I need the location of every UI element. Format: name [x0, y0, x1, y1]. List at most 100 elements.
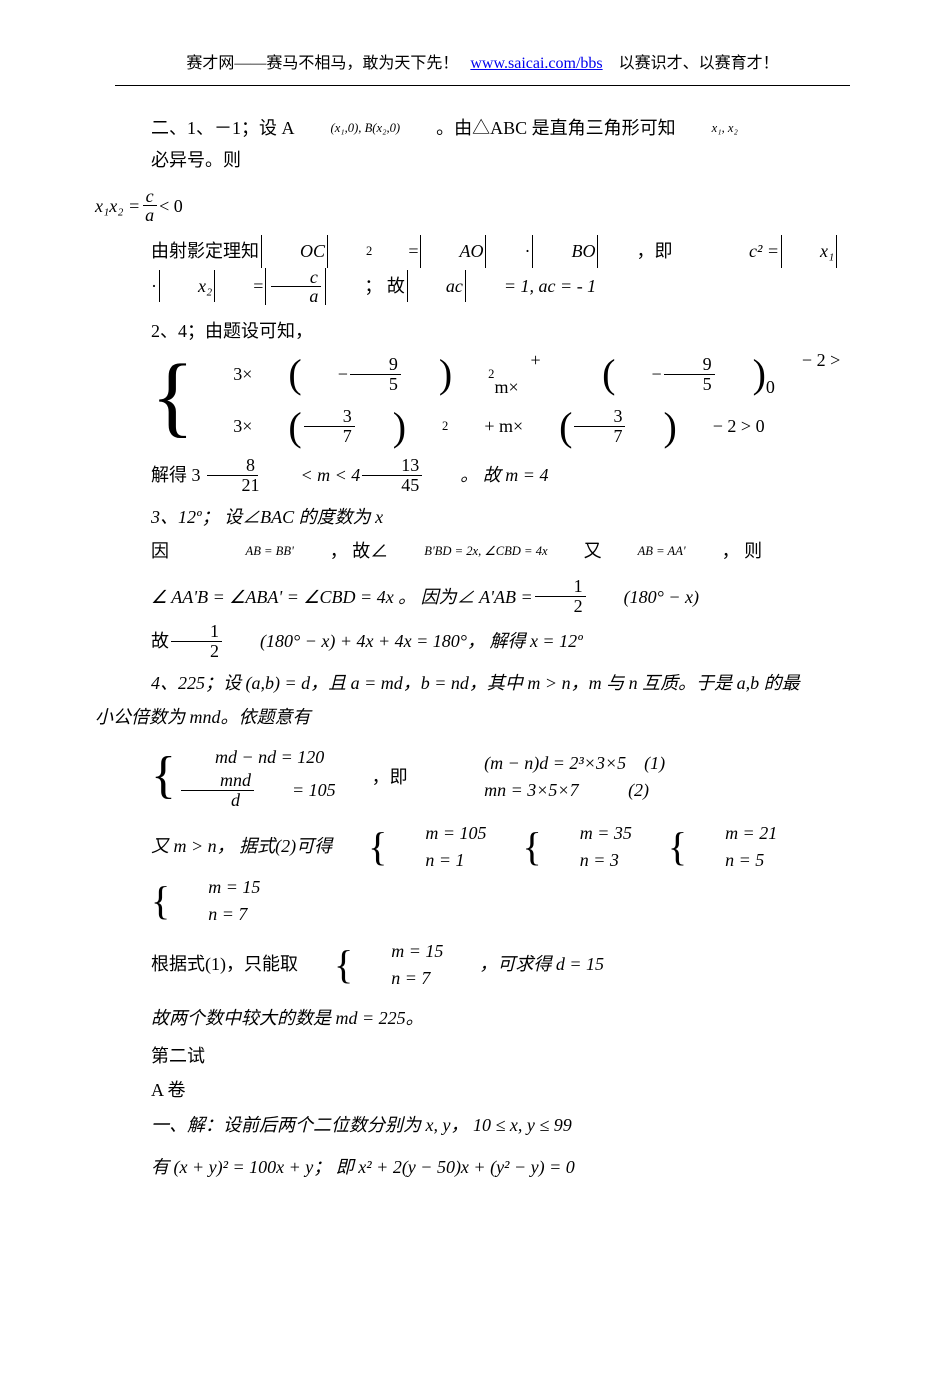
brace-icon: { [115, 356, 194, 437]
p10b: 小公倍数为 mnd。依题意有 [95, 701, 311, 733]
para-2: x₁x₂ = c a < 0 [95, 187, 850, 226]
p11comma: ，即 [336, 761, 408, 793]
p4r1a: 3× [197, 361, 252, 388]
p4r2d2: 7 [574, 427, 625, 446]
p3-oc: OC [264, 235, 325, 267]
brace-icon: { [115, 883, 170, 919]
p9n: 1 [171, 622, 222, 642]
p11eq2: mn = 3×5×7 (2) [448, 777, 665, 804]
p3-abs-x2: x₂ [157, 270, 217, 302]
p3-eq1: = [372, 235, 418, 267]
p9d: 2 [171, 642, 222, 661]
para-6: 3、12º； 设∠BAC 的度数为 x [115, 501, 850, 533]
p5f1d: 21 [203, 476, 263, 495]
p4-prefix: 2、4；由题设可知， [115, 315, 313, 347]
p3-abs-bo: BO [530, 235, 600, 267]
p14: 故两个数中较大的数是 md = 225。 [115, 1002, 424, 1034]
brace-icon: { [632, 829, 687, 865]
para-4: 2、4；由题设可知， { 3× (−95)2 + m× (−95) − 2 > … [115, 315, 850, 446]
p4r2n2: 3 [574, 407, 625, 427]
para-10b: 小公倍数为 mnd。依题意有 [95, 701, 850, 733]
p12a: 又 m > n， 据式(2)可得 [115, 830, 332, 862]
para-18: 有 (x + y)² = 100x + y； 即 x² + 2(y − 50)x… [115, 1151, 850, 1183]
p12s4r1: m = 15 [172, 874, 260, 901]
brace-icon: { [332, 829, 387, 865]
p2-den: a [142, 206, 157, 225]
header-link[interactable]: www.saicai.com/bbs [470, 55, 602, 72]
p3-dot: · [488, 235, 530, 267]
p13r2: n = 7 [355, 965, 443, 992]
p7a: 因 [115, 535, 169, 567]
p18a: 有 (x + y)² = 100x + y； 即 x² + 2(y − 50)x… [115, 1151, 575, 1183]
p5f1n: 8 [207, 456, 258, 476]
p12s3r1: m = 21 [689, 820, 777, 847]
para-9: 故 12 (180° − x) + 4x + 4x = 180°， 解得 x =… [115, 622, 850, 661]
p3-fn: c [271, 268, 321, 287]
p9b: (180° − x) + 4x + 4x = 180°， 解得 x = 12º [224, 625, 583, 657]
p4r2c: − 2 > 0 [677, 413, 765, 440]
brace-icon: { [487, 829, 542, 865]
page-header: 赛才网——赛马不相马，敢为天下先！ www.saicai.com/bbs 以赛识… [115, 50, 850, 86]
p4-row1: 3× (−95)2 + m× (−95) − 2 > 0 [197, 347, 850, 401]
p16: A 卷 [115, 1074, 186, 1106]
p3-prefix: 由射影定理知 [115, 235, 259, 267]
p4r1n2: 9 [664, 355, 715, 375]
p4r2d: 7 [304, 427, 355, 446]
p3-ao: AO [423, 235, 483, 267]
para-15: 第二试 [115, 1040, 850, 1072]
p4r2n: 3 [304, 407, 355, 427]
p13r1: m = 15 [355, 938, 443, 965]
para-17: 一、解：设前后两个二位数分别为 x, y， 10 ≤ x, y ≤ 99 [115, 1109, 850, 1141]
p4r1n: 9 [350, 355, 401, 375]
p3-end: = 1, ac = - 1 [468, 270, 596, 302]
p2-num: c [143, 187, 157, 207]
para-10a: 4、225；设 (a,b) = d，且 a = md，b = nd，其中 m >… [115, 667, 850, 699]
p8b: (180° − x) [588, 581, 699, 613]
p3-dot2: · [115, 270, 157, 302]
p2-end: < 0 [159, 190, 183, 222]
p10a: 4、225；设 (a,b) = d，且 a = md，b = nd，其中 m >… [115, 667, 800, 699]
p3-ac: ac [410, 270, 463, 302]
document-body: 二、1、－1；设 A (x₁,0), B(x₂,0) 。由△ABC 是直角三角形… [115, 112, 850, 1184]
p3-abs-x1: x₁ [779, 235, 839, 267]
p11r2e: = 105 [256, 777, 336, 804]
p5f2d: 45 [362, 476, 422, 495]
p12s4r2: n = 7 [172, 901, 260, 928]
p6-text: 3、12º； 设∠BAC 的度数为 x [115, 501, 383, 533]
p11r2d: d [192, 791, 243, 810]
p3-eq2: = [217, 270, 263, 302]
p7b: AB = BB' [210, 540, 294, 563]
para-11: { md − nd = 120 mndd = 105 ，即 (m − n)d =… [115, 744, 850, 810]
p8d: 2 [535, 597, 586, 616]
p11eq1: (m − n)d = 2³×3×5 (1) [448, 750, 665, 777]
p3-x2: x₂ [162, 270, 212, 302]
p12s2r1: m = 35 [544, 820, 632, 847]
p1-points: (x₁,0), B(x₂,0) [295, 117, 401, 140]
p7f: AB = AA' [602, 540, 686, 563]
para-5: 解得 3 821 < m < 4 1345 。 故 m = 4 [115, 456, 850, 495]
header-right: 以赛识才、以赛育才！ [619, 55, 779, 72]
para-12: 又 m > n， 据式(2)可得 { m = 105n = 1 { m = 35… [115, 820, 850, 928]
brace-icon: { [298, 947, 353, 983]
p12s3r2: n = 5 [689, 847, 777, 874]
p8a: ∠ AA'B = ∠ABA' = ∠CBD = 4x 。 因为∠ A'AB = [115, 581, 533, 613]
p15: 第二试 [115, 1040, 205, 1072]
p4r2a: 3× [197, 413, 252, 440]
p1-xx: x₁, x₂ [676, 117, 738, 140]
p5-end: 。 故 m = 4 [424, 459, 548, 491]
p3-comma: ，即 [600, 235, 672, 267]
para-3: 由射影定理知 OC2 = AO · BO ，即 c² = x₁ · x₂ = c… [115, 235, 850, 304]
p4-system: { 3× (−95)2 + m× (−95) − 2 > 0 3× (37)2 … [115, 347, 850, 446]
p5-mid: < m < 4 [265, 459, 361, 491]
p12s2r2: n = 3 [544, 847, 632, 874]
p9a: 故 [115, 625, 169, 657]
p13a: 根据式(1)，只能取 [115, 948, 298, 980]
p5-prefix: 解得 3 [115, 459, 201, 491]
p3-abs-ao: AO [418, 235, 488, 267]
p3-x1: x₁ [784, 235, 834, 267]
p7e: 又 [548, 535, 602, 567]
p4r1c: − 2 > 0 [766, 347, 850, 401]
p3-bo: BO [535, 235, 595, 267]
p11r1: md − nd = 120 [179, 744, 336, 771]
p4r2b: + m× [448, 413, 523, 440]
